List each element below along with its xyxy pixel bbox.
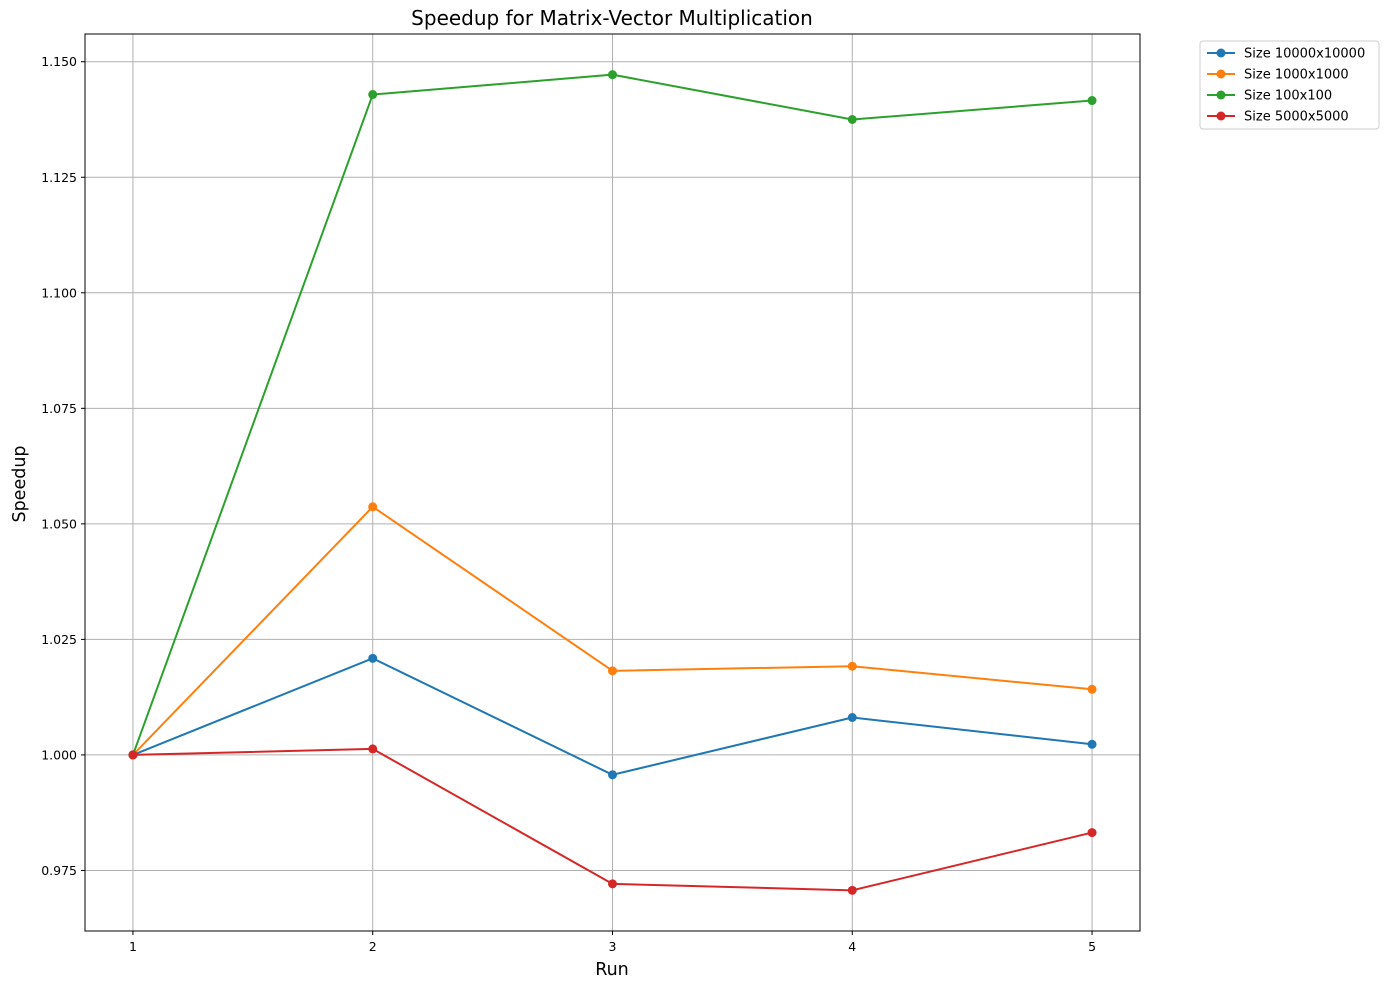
x-tick-label: 1 (129, 939, 137, 954)
legend-marker (1216, 90, 1226, 100)
x-axis-label: Run (595, 960, 629, 980)
data-point (1087, 739, 1097, 749)
legend: Size 10000x10000 Size 1000x1000 Size 100x1… (1199, 40, 1380, 130)
data-point (1087, 684, 1097, 694)
data-point (847, 885, 857, 895)
data-point (1087, 828, 1097, 838)
chart-title: Speedup for Matrix-Vector Multiplication (411, 6, 813, 30)
y-tick-label: 1.050 (41, 516, 77, 531)
legend-label: Size 10000x10000 (1244, 47, 1365, 62)
legend-label: Size 5000x5000 (1244, 110, 1349, 125)
data-point (608, 70, 617, 80)
data-point (608, 666, 617, 676)
legend-marker (1216, 69, 1226, 79)
y-tick-label: 1.100 (41, 285, 77, 300)
y-axis-label: Speedup (10, 445, 30, 522)
series-group (128, 70, 1097, 895)
data-point (847, 712, 857, 722)
grid (85, 34, 1140, 931)
y-tick-label: 1.150 (41, 54, 77, 69)
data-point (368, 653, 378, 663)
data-point (368, 502, 378, 512)
y-tick-label: 1.025 (41, 632, 77, 647)
legend-marker (1216, 111, 1226, 121)
data-point (847, 661, 857, 671)
x-tick-label: 5 (1088, 939, 1096, 954)
x-axis: 1 2 3 4 5 (129, 931, 1096, 954)
x-tick-label: 3 (609, 939, 617, 954)
legend-marker (1216, 48, 1226, 58)
y-tick-label: 0.975 (41, 863, 77, 878)
x-tick-label: 2 (369, 939, 377, 954)
data-point (368, 90, 378, 100)
data-point (847, 114, 857, 124)
data-point (608, 879, 617, 889)
y-tick-label: 1.125 (41, 170, 77, 185)
x-tick-label: 4 (848, 939, 856, 954)
data-point (1087, 96, 1097, 106)
y-tick-label: 1.075 (41, 401, 77, 416)
legend-label: Size 100x100 (1244, 89, 1332, 104)
data-point (128, 750, 138, 760)
y-axis: 0.975 1.000 1.025 1.050 1.075 1.100 1.125 1.150 (41, 54, 85, 878)
series-4 (128, 744, 1097, 895)
series-1 (128, 653, 1097, 780)
y-tick-label: 1.000 (41, 747, 77, 762)
data-point (368, 744, 378, 754)
data-point (608, 770, 617, 780)
legend-label: Size 1000x1000 (1244, 68, 1349, 83)
legend-box (1199, 40, 1380, 130)
